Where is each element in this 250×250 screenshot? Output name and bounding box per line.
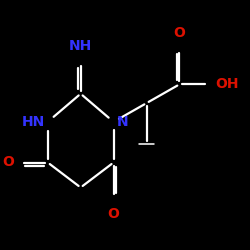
- Text: N: N: [116, 115, 128, 129]
- Text: NH: NH: [69, 38, 92, 52]
- Text: HN: HN: [22, 115, 45, 129]
- Text: O: O: [108, 207, 120, 221]
- Text: O: O: [174, 26, 185, 40]
- Text: OH: OH: [215, 78, 239, 91]
- Text: O: O: [2, 156, 14, 170]
